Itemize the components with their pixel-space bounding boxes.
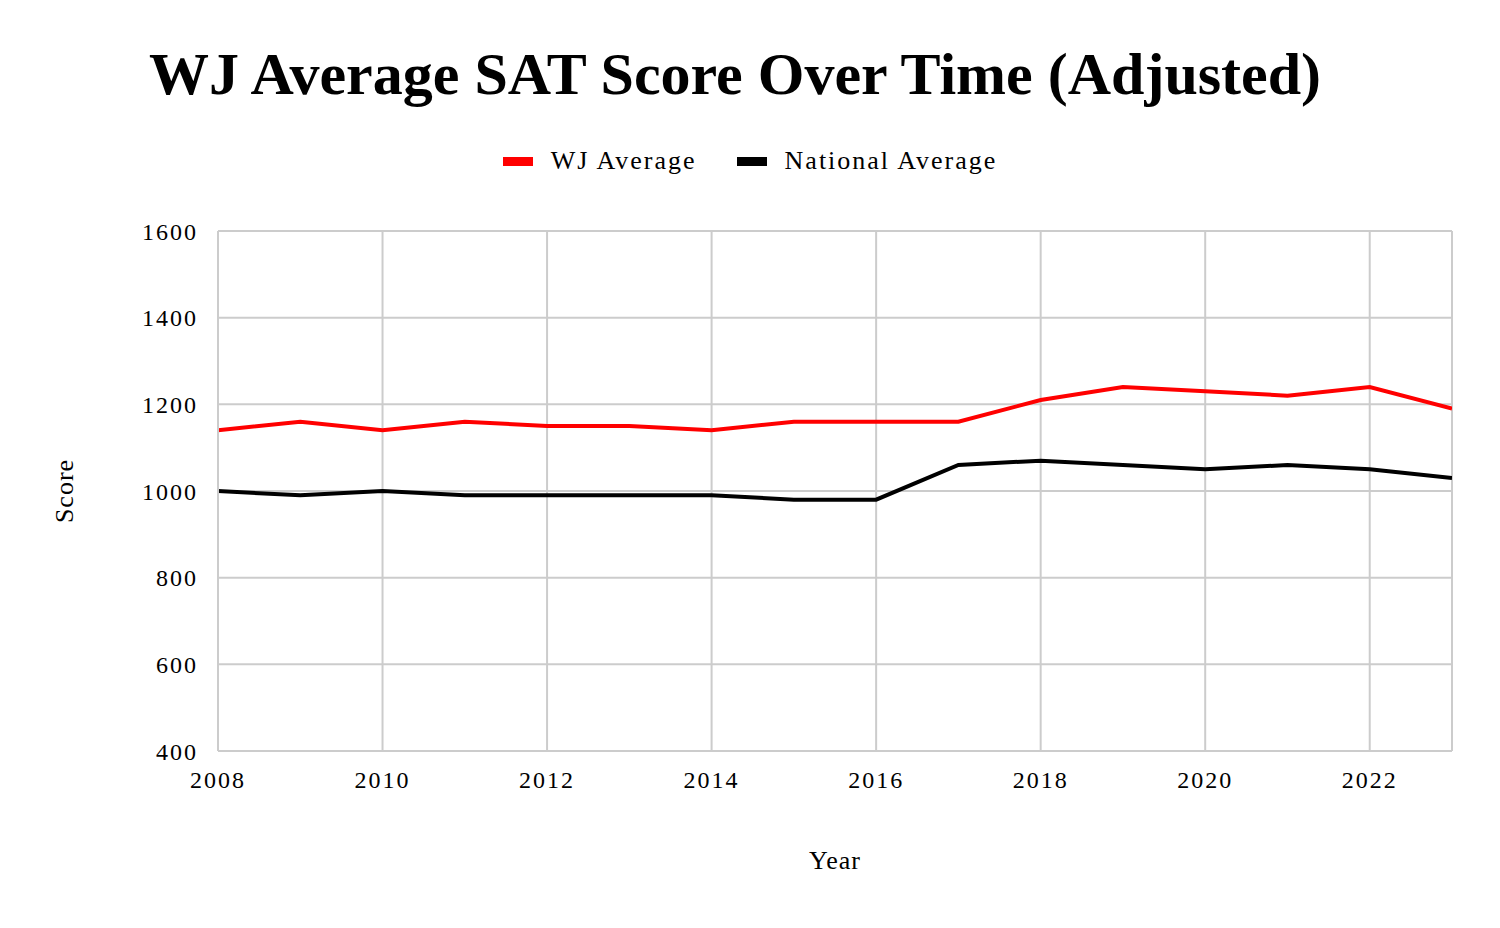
svg-text:2014: 2014	[684, 767, 740, 793]
svg-text:1600: 1600	[142, 219, 198, 245]
svg-text:400: 400	[156, 739, 198, 765]
html-text:Year: Year	[809, 846, 861, 875]
html-text:WJ Average SAT Score Over Time: WJ Average SAT Score Over Time (Adjusted…	[148, 41, 1322, 107]
svg-text:1000: 1000	[142, 479, 198, 505]
svg-text:800: 800	[156, 565, 198, 591]
svg-text:1200: 1200	[142, 392, 198, 418]
svg-text:2016: 2016	[848, 767, 904, 793]
html-text:WJ Average: WJ Average	[550, 146, 697, 175]
svg-text:2008: 2008	[190, 767, 246, 793]
html-text:National Average: National Average	[784, 146, 998, 175]
svg-text:2010: 2010	[355, 767, 411, 793]
svg-text:2018: 2018	[1013, 767, 1069, 793]
svg-text:1400: 1400	[142, 305, 198, 331]
svg-text:2012: 2012	[519, 767, 575, 793]
svg-text:2020: 2020	[1177, 767, 1233, 793]
svg-text:2022: 2022	[1342, 767, 1398, 793]
html-text:Score: Score	[50, 458, 79, 524]
svg-text:600: 600	[156, 652, 198, 678]
